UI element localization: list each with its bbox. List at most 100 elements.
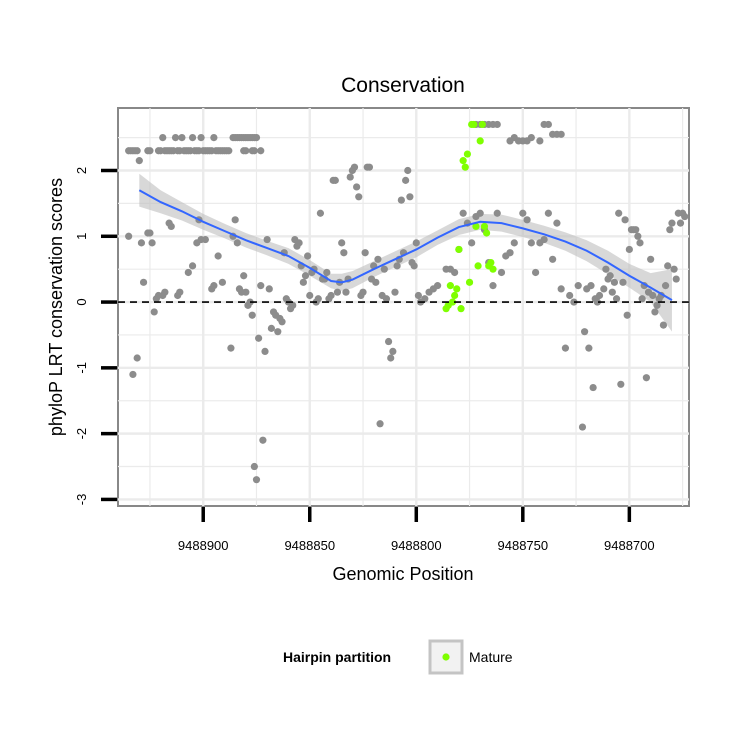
data-point bbox=[178, 134, 186, 142]
chart-title: Conservation bbox=[341, 74, 465, 97]
data-point-mature bbox=[480, 222, 489, 231]
data-point bbox=[350, 163, 359, 171]
data-point bbox=[139, 278, 148, 286]
data-point bbox=[540, 235, 548, 244]
data-point bbox=[355, 193, 363, 201]
data-point bbox=[410, 262, 418, 270]
data-point bbox=[414, 291, 423, 300]
points-layer bbox=[125, 120, 689, 484]
data-point-mature bbox=[470, 120, 478, 129]
data-point bbox=[623, 311, 631, 319]
data-point bbox=[242, 288, 250, 296]
data-point bbox=[188, 262, 197, 270]
data-point bbox=[510, 239, 518, 247]
data-point bbox=[397, 196, 405, 204]
data-point bbox=[557, 285, 565, 293]
data-point bbox=[289, 301, 297, 309]
data-point bbox=[340, 249, 348, 257]
data-point bbox=[376, 420, 384, 428]
data-point bbox=[402, 176, 410, 184]
data-point bbox=[666, 226, 674, 234]
data-point bbox=[184, 268, 192, 277]
data-point bbox=[653, 301, 661, 309]
data-point bbox=[676, 219, 685, 227]
data-point bbox=[593, 298, 601, 306]
data-point bbox=[497, 268, 506, 277]
data-point-mature bbox=[465, 278, 474, 286]
data-point bbox=[393, 262, 401, 270]
data-point bbox=[384, 337, 393, 346]
data-point bbox=[327, 291, 335, 300]
data-point bbox=[346, 173, 354, 181]
data-point bbox=[218, 278, 226, 286]
data-point bbox=[387, 354, 395, 362]
data-point bbox=[608, 288, 616, 296]
data-point bbox=[197, 134, 205, 142]
data-point bbox=[316, 209, 325, 217]
legend: Hairpin partition Mature bbox=[283, 639, 513, 675]
data-point bbox=[150, 308, 158, 316]
data-point bbox=[647, 255, 655, 263]
data-point bbox=[595, 291, 604, 300]
data-point bbox=[578, 423, 587, 431]
data-point bbox=[188, 134, 197, 142]
data-point bbox=[306, 291, 314, 300]
data-point bbox=[240, 272, 248, 280]
legend-mature-marker bbox=[442, 653, 450, 661]
smooth-line-layer bbox=[138, 189, 673, 301]
data-point bbox=[664, 262, 672, 270]
data-point bbox=[531, 268, 540, 277]
data-point bbox=[257, 147, 265, 155]
data-point-mature bbox=[463, 150, 472, 158]
data-point bbox=[210, 282, 218, 290]
data-point bbox=[642, 374, 650, 382]
data-point bbox=[261, 347, 269, 356]
data-point bbox=[301, 272, 310, 280]
data-point bbox=[668, 219, 676, 227]
data-point bbox=[523, 216, 531, 224]
data-point bbox=[610, 278, 619, 286]
data-point bbox=[638, 295, 646, 303]
data-point bbox=[519, 209, 527, 217]
data-point bbox=[672, 275, 680, 283]
data-point bbox=[574, 282, 582, 290]
data-point bbox=[581, 328, 589, 336]
data-point bbox=[299, 278, 307, 286]
data-point bbox=[331, 176, 339, 184]
data-point bbox=[359, 288, 367, 296]
data-point bbox=[267, 324, 276, 332]
data-point bbox=[323, 268, 331, 277]
data-point bbox=[606, 272, 614, 280]
data-point bbox=[248, 311, 256, 319]
data-point bbox=[544, 209, 552, 217]
data-point bbox=[602, 265, 610, 273]
data-point bbox=[566, 291, 574, 300]
x-axis-title: Genomic Position bbox=[332, 564, 473, 584]
data-point bbox=[421, 295, 429, 303]
data-point-mature bbox=[474, 262, 482, 270]
data-point bbox=[389, 347, 397, 356]
data-point bbox=[433, 282, 442, 290]
data-point bbox=[257, 282, 265, 290]
data-point bbox=[201, 235, 209, 244]
data-point bbox=[314, 295, 322, 303]
data-point bbox=[649, 291, 657, 300]
data-point bbox=[382, 295, 391, 303]
data-point-mature bbox=[472, 222, 480, 231]
y-tick-label: -2 bbox=[74, 428, 89, 440]
data-point bbox=[342, 288, 350, 296]
data-point bbox=[636, 239, 644, 247]
x-tick-label: 9488850 bbox=[284, 538, 335, 553]
data-point bbox=[391, 288, 399, 296]
data-point bbox=[252, 476, 261, 484]
data-point bbox=[210, 134, 218, 142]
y-tick-label: 2 bbox=[74, 167, 89, 174]
data-point-mature bbox=[455, 245, 463, 254]
data-point bbox=[506, 249, 514, 257]
data-point bbox=[135, 157, 143, 165]
data-point bbox=[242, 147, 250, 155]
data-point bbox=[171, 134, 180, 142]
data-point bbox=[617, 380, 625, 388]
data-point bbox=[159, 134, 167, 142]
data-point bbox=[527, 134, 535, 142]
